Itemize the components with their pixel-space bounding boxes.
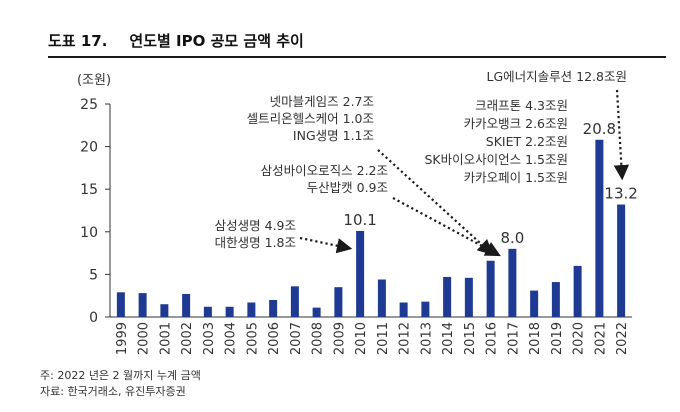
x-tick-label: 2012 [398,322,413,355]
x-tick-label: 2010 [354,322,369,355]
bar-2003 [203,306,212,317]
callout-arrow-a2016a [377,149,494,255]
x-tick-label: 2002 [180,322,195,355]
bar-2019 [551,282,560,317]
title-rule [48,56,666,58]
x-tick-label: 2015 [463,322,478,355]
annotation-a2022-line: LG에너지솔루션 12.8조원 [487,69,627,84]
data-label-2010: 10.1 [343,211,376,229]
annotation-a2016a-line: ING생명 1.1조 [293,128,374,143]
x-tick-label: 2022 [615,322,630,355]
bar-2009 [334,287,343,317]
x-tick-label: 2000 [137,322,152,355]
x-tick-label: 1999 [115,322,130,355]
x-tick-label: 2011 [376,322,391,355]
data-label-2022: 13.2 [604,185,637,203]
x-tick-label: 2005 [245,322,260,355]
x-tick-label: 2021 [593,322,608,355]
bar-2004 [225,306,234,317]
y-axis-unit-label: (조원) [77,73,111,88]
bar-2022 [617,204,626,317]
callout-arrow-a2022 [613,89,630,181]
annotation-a2021-line: SK바이오사이언스 1.5조원 [425,152,569,167]
x-tick-label: 2006 [267,322,282,355]
y-tick-label: 25 [80,97,98,113]
data-label-2021: 20.8 [583,120,616,138]
bar-2007 [290,286,299,317]
annotation-a2021-line: 카카오페이 1.5조원 [464,170,568,185]
annotation-a2016b-line: 두산밥캣 0.9조 [307,180,388,195]
callout-arrow-a2010 [299,236,353,254]
annotation-a2021-line: SKIET 2.2조원 [486,134,568,149]
x-tick-label: 2001 [158,322,173,355]
bar-2001 [160,304,169,317]
x-tick-label: 2016 [485,322,500,355]
annotation-a2016a-line: 넷마블게임즈 2.7조 [270,94,374,109]
y-tick-label: 15 [80,182,98,198]
x-tick-label: 2014 [441,322,456,355]
x-tick-label: 2003 [202,322,217,355]
x-tick-label: 2009 [332,322,347,355]
annotation-a2016b-line: 삼성바이오로직스 2.2조 [261,163,388,178]
bar-2021 [595,139,604,317]
bar-2008 [312,307,321,317]
bar-2005 [247,302,256,317]
x-tick-label: 2020 [572,322,587,355]
bar-2012 [399,302,408,317]
bar-2015 [464,277,473,317]
bar-2018 [530,290,539,317]
x-tick-label: 2017 [506,322,521,355]
note-text: 주: 2022 년은 2 월까지 누계 금액 [40,369,201,382]
bar-2014 [443,276,452,317]
x-tick-label: 2004 [224,322,239,355]
y-tick-label: 20 [80,140,98,156]
bar-2013 [421,301,430,317]
bar-2002 [182,293,191,317]
bar-2017 [508,248,517,317]
data-label-2017: 8.0 [500,229,524,247]
x-tick-label: 2013 [419,322,434,355]
source-text: 자료: 한국거래소, 유진투자증권 [40,385,186,398]
bar-2010 [356,230,365,317]
figure-notes: 주: 2022 년은 2 월까지 누계 금액 자료: 한국거래소, 유진투자증권 [40,368,201,400]
annotation-a2021-line: 카카오뱅크 2.6조원 [464,116,568,131]
figure-number: 도표 17. [48,32,108,50]
bar-2020 [573,265,582,317]
bar-1999 [116,292,125,317]
x-tick-label: 2008 [311,322,326,355]
callout-arrow-a2016b [392,197,501,257]
annotation-a2016a-line: 셀트리온헬스케어 1.0조 [247,111,374,126]
x-tick-label: 2019 [550,322,565,355]
y-tick-label: 10 [80,225,98,241]
x-tick-label: 2018 [528,322,543,355]
y-tick-label: 5 [89,267,98,283]
annotation-a2021-line: 크래프톤 4.3조원 [475,98,568,113]
bar-2011 [377,279,386,317]
figure-title: 도표 17. 연도별 IPO 공모 금액 추이 [48,30,304,51]
bar-2016 [486,260,495,317]
y-tick-label: 0 [89,310,98,326]
figure-title-text: 연도별 IPO 공모 금액 추이 [129,32,304,50]
annotation-a2010-line: 대한생명 1.8조 [215,235,296,250]
annotation-a2010-line: 삼성생명 4.9조 [215,218,296,233]
x-tick-label: 2007 [289,322,304,355]
bar-2000 [138,293,147,317]
bar-2006 [269,299,278,317]
